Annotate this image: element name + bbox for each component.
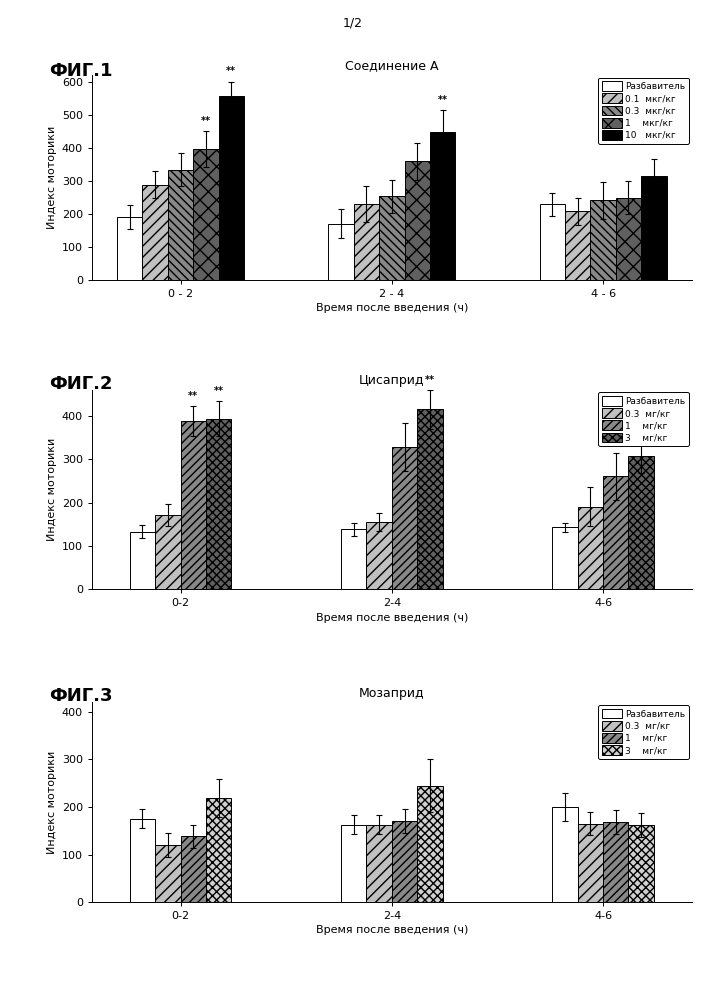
Bar bbox=[552, 527, 578, 589]
Bar bbox=[392, 821, 417, 902]
Bar bbox=[628, 456, 654, 589]
Y-axis label: Индекс моторики: Индекс моторики bbox=[47, 438, 57, 541]
Bar bbox=[130, 531, 155, 589]
Text: **: ** bbox=[189, 391, 198, 401]
Bar bbox=[206, 419, 232, 589]
Bar bbox=[168, 170, 193, 280]
Text: **: ** bbox=[213, 387, 224, 397]
Bar bbox=[417, 410, 443, 589]
Bar bbox=[552, 807, 578, 902]
Bar bbox=[117, 217, 143, 280]
Bar bbox=[366, 824, 392, 902]
Bar bbox=[155, 845, 181, 902]
Legend: Разбавитель, 0.3  мг/кг, 1    мг/кг, 3    мг/кг: Разбавитель, 0.3 мг/кг, 1 мг/кг, 3 мг/кг bbox=[599, 393, 689, 447]
Legend: Разбавитель, 0.3  мг/кг, 1    мг/кг, 3    мг/кг: Разбавитель, 0.3 мг/кг, 1 мг/кг, 3 мг/кг bbox=[599, 705, 689, 759]
X-axis label: Время после введения (ч): Время после введения (ч) bbox=[316, 612, 468, 622]
Bar bbox=[392, 447, 417, 589]
Bar bbox=[193, 149, 219, 280]
Y-axis label: Индекс моторики: Индекс моторики bbox=[47, 126, 57, 229]
X-axis label: Время после введения (ч): Время после введения (ч) bbox=[316, 925, 468, 935]
Bar bbox=[341, 529, 366, 589]
Bar bbox=[430, 132, 455, 280]
Text: **: ** bbox=[438, 95, 448, 105]
Bar bbox=[379, 196, 405, 280]
Text: ФИГ.1: ФИГ.1 bbox=[49, 62, 113, 80]
X-axis label: Время после введения (ч): Время после введения (ч) bbox=[316, 303, 468, 313]
Title: Соединение А: Соединение А bbox=[345, 59, 438, 72]
Bar bbox=[341, 824, 366, 902]
Bar bbox=[590, 201, 616, 280]
Text: ФИГ.2: ФИГ.2 bbox=[49, 375, 113, 393]
Bar bbox=[219, 96, 244, 280]
Bar bbox=[628, 825, 654, 902]
Bar bbox=[578, 506, 603, 589]
Title: Мозаприд: Мозаприд bbox=[359, 686, 424, 699]
Title: Цисаприд: Цисаприд bbox=[359, 374, 424, 387]
Text: **: ** bbox=[226, 66, 237, 76]
Bar bbox=[181, 421, 206, 589]
Bar bbox=[155, 514, 181, 589]
Bar bbox=[616, 198, 641, 280]
Bar bbox=[354, 204, 379, 280]
Bar bbox=[565, 212, 590, 280]
Legend: Разбавитель, 0.1  мкг/кг, 0.3  мкг/кг, 1    мкг/кг, 10   мкг/кг: Разбавитель, 0.1 мкг/кг, 0.3 мкг/кг, 1 м… bbox=[599, 78, 689, 144]
Bar bbox=[578, 823, 603, 902]
Bar bbox=[603, 822, 628, 902]
Bar bbox=[143, 185, 168, 280]
Text: ФИГ.3: ФИГ.3 bbox=[49, 687, 113, 705]
Text: 1/2: 1/2 bbox=[343, 17, 363, 30]
Bar bbox=[603, 477, 628, 589]
Bar bbox=[417, 785, 443, 902]
Text: **: ** bbox=[201, 116, 211, 126]
Bar bbox=[405, 162, 430, 280]
Bar bbox=[328, 224, 354, 280]
Bar bbox=[181, 836, 206, 902]
Text: **: ** bbox=[425, 375, 435, 385]
Bar bbox=[130, 819, 155, 902]
Bar bbox=[366, 522, 392, 589]
Bar bbox=[641, 176, 666, 280]
Bar bbox=[206, 798, 232, 902]
Y-axis label: Индекс моторики: Индекс моторики bbox=[47, 750, 57, 854]
Bar bbox=[540, 205, 565, 280]
